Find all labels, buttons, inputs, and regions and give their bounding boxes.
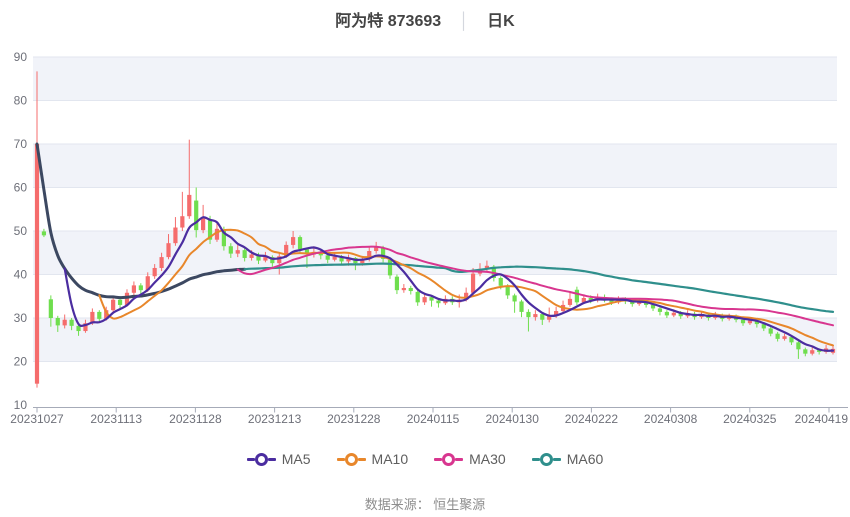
legend-ring-icon <box>344 452 358 466</box>
svg-text:20240222: 20240222 <box>565 412 619 426</box>
svg-text:20240308: 20240308 <box>644 412 698 426</box>
legend-line-icon <box>434 457 443 461</box>
legend-line-icon <box>357 457 366 461</box>
svg-text:70: 70 <box>14 137 28 151</box>
legend-ring-icon <box>539 452 553 466</box>
y-axis-labels: 10 20 30 40 50 60 70 80 90 <box>14 50 28 412</box>
legend-item-ma5[interactable]: MA5 <box>246 451 311 467</box>
svg-text:30: 30 <box>14 311 28 325</box>
legend-item-ma30[interactable]: MA30 <box>434 451 506 467</box>
svg-text:20231027: 20231027 <box>10 412 64 426</box>
period-label: 日K <box>487 13 515 30</box>
legend-label: MA60 <box>566 451 604 467</box>
legend-line-icon <box>336 457 345 461</box>
kline-chart-canvas[interactable]: 10 20 30 40 50 60 70 80 90 20231027 20231113 202311… <box>0 0 850 440</box>
legend-line-icon <box>531 457 540 461</box>
svg-text:20240419: 20240419 <box>795 412 849 426</box>
svg-text:10: 10 <box>14 398 28 412</box>
svg-text:20231213: 20231213 <box>248 412 302 426</box>
svg-text:20231128: 20231128 <box>169 412 222 426</box>
ma5-line <box>63 216 835 352</box>
legend-line-icon <box>552 457 561 461</box>
legend-line-icon <box>455 457 464 461</box>
x-axis: 20231027 20231113 20231128 20231213 20231228… <box>10 407 849 426</box>
ma60-line-partial <box>35 142 247 300</box>
svg-text:80: 80 <box>14 94 28 108</box>
ma60-line <box>243 262 835 313</box>
svg-text:20240325: 20240325 <box>723 412 777 426</box>
svg-text:20231113: 20231113 <box>90 412 142 426</box>
legend-item-ma10[interactable]: MA10 <box>336 451 409 467</box>
legend-label: MA30 <box>469 451 506 467</box>
title-separator: │ <box>459 13 470 30</box>
chart-title: 阿为特 873693 │ 日K <box>0 10 850 34</box>
svg-text:40: 40 <box>14 268 28 282</box>
svg-text:20240130: 20240130 <box>486 412 540 426</box>
svg-text:60: 60 <box>14 181 28 195</box>
legend-item-ma60[interactable]: MA60 <box>531 451 604 467</box>
svg-text:90: 90 <box>14 50 28 64</box>
legend-ring-icon <box>442 452 456 466</box>
legend-label: MA5 <box>281 451 311 467</box>
legend: MA5 MA10 MA30 MA60 <box>0 451 850 467</box>
stock-name-code: 阿为特 873693 <box>335 13 442 30</box>
ma30-line <box>236 245 834 327</box>
data-source: 数据来源： 恒生聚源 <box>364 497 486 512</box>
svg-text:20: 20 <box>14 355 28 369</box>
gridlines <box>33 56 837 362</box>
legend-line-icon <box>246 457 255 461</box>
legend-line-icon <box>267 457 276 461</box>
svg-text:50: 50 <box>14 224 28 238</box>
svg-text:20240115: 20240115 <box>407 412 460 426</box>
svg-text:20231228: 20231228 <box>327 412 381 426</box>
legend-ring-icon <box>254 452 268 466</box>
legend-label: MA10 <box>371 451 409 467</box>
